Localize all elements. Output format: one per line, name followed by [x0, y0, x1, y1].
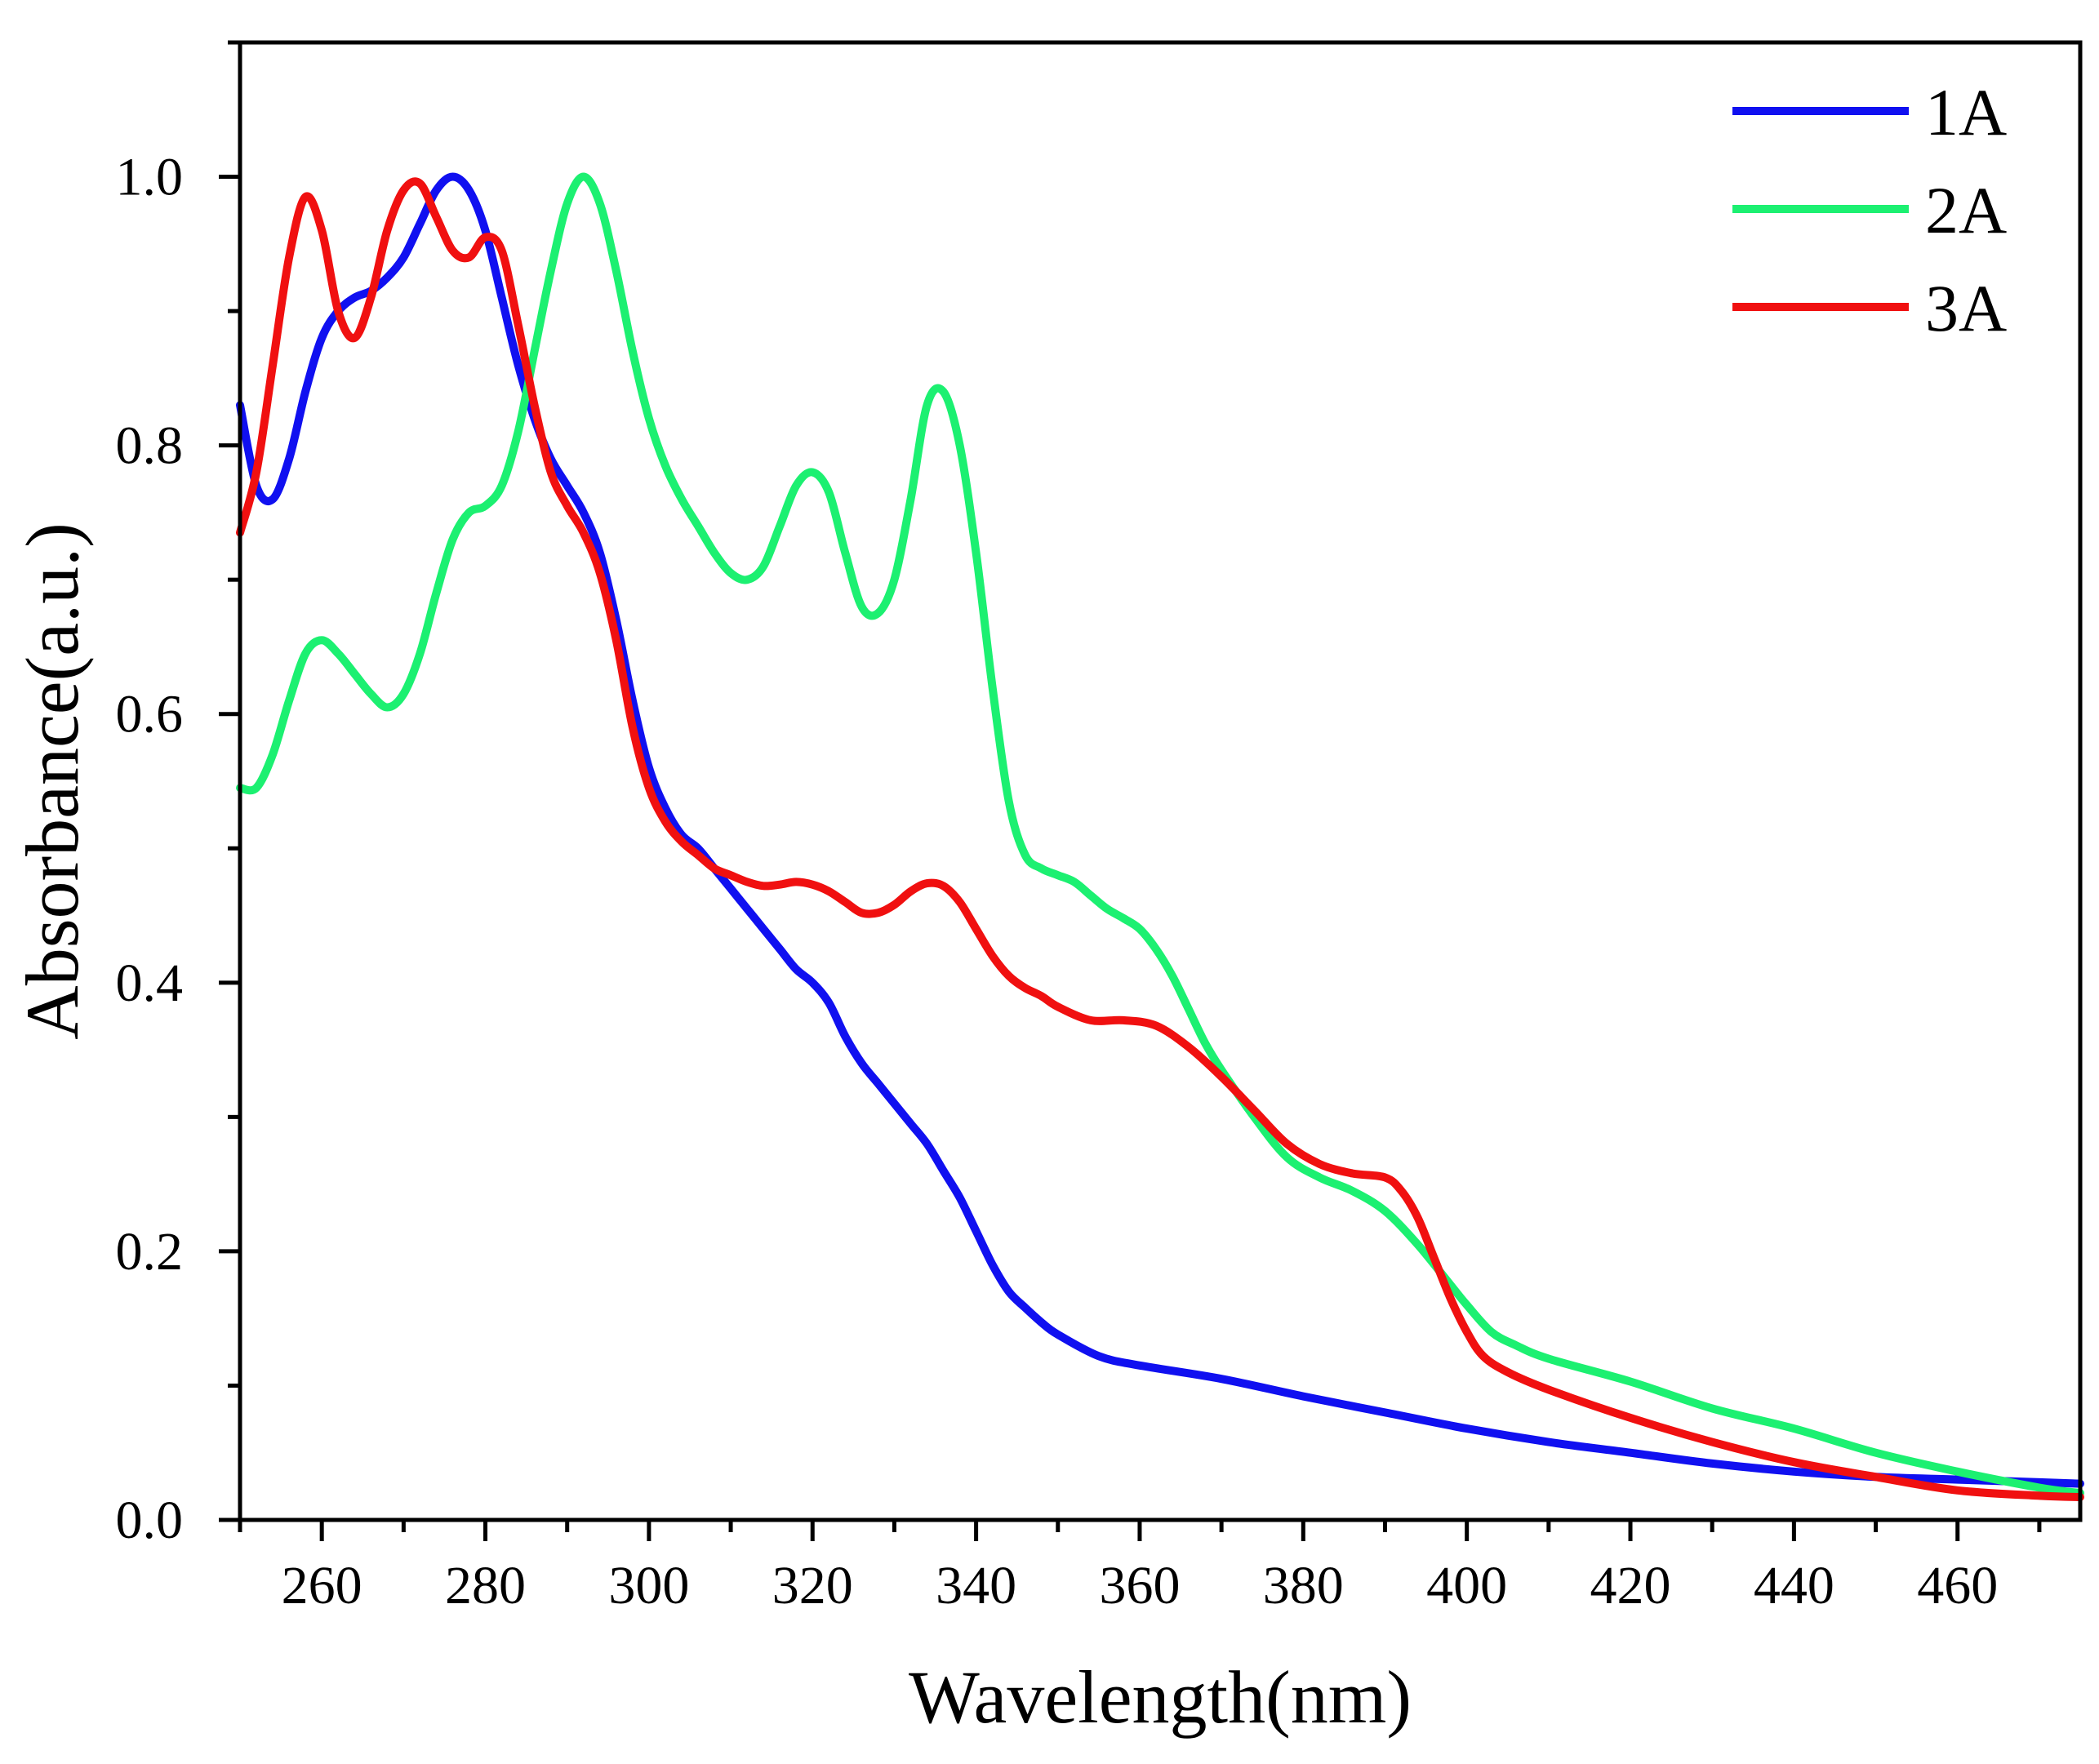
- y-tick-label: 0.0: [116, 1491, 184, 1550]
- x-tick-label: 440: [1754, 1556, 1834, 1615]
- x-axis-title: Wavelength(nm): [909, 1655, 1412, 1739]
- x-tick-label: 280: [445, 1556, 526, 1615]
- series-line-1a: [236, 172, 2084, 1488]
- legend-label-3a: 3A: [1925, 271, 2007, 345]
- x-tick-label: 460: [1917, 1556, 1998, 1615]
- y-tick-label: 0.8: [116, 416, 184, 476]
- x-tick-label: 420: [1590, 1556, 1671, 1615]
- y-axis-title: Absorbance(a.u.): [11, 522, 94, 1040]
- legend: 1A 2A 3A: [1732, 75, 2007, 345]
- legend-label-2a: 2A: [1925, 173, 2007, 247]
- y-tick-label: 0.6: [116, 685, 184, 744]
- series-line-2a: [236, 172, 2084, 1498]
- x-tick-label: 360: [1099, 1556, 1180, 1615]
- plot-frame: [238, 40, 2083, 1522]
- x-tick-label: 340: [936, 1556, 1016, 1615]
- x-tick-label: 400: [1426, 1556, 1507, 1615]
- legend-label-1a: 1A: [1925, 75, 2007, 149]
- x-tick-label: 380: [1263, 1556, 1344, 1615]
- x-tick-label: 320: [772, 1556, 853, 1615]
- x-tick-label: 260: [282, 1556, 362, 1615]
- series-line-3a: [236, 177, 2084, 1501]
- series-lines: [236, 172, 2084, 1501]
- y-tick-label: 0.2: [116, 1222, 184, 1282]
- x-tick-label: 300: [608, 1556, 689, 1615]
- y-tick-labels: 0.0 0.2 0.4 0.6 0.8 1.0: [116, 148, 184, 1550]
- y-tick-label: 0.4: [116, 953, 184, 1013]
- x-tick-labels: 260 280 300 320 340 360 380 400 420 440 460: [282, 1556, 1999, 1615]
- y-tick-label: 1.0: [116, 148, 184, 207]
